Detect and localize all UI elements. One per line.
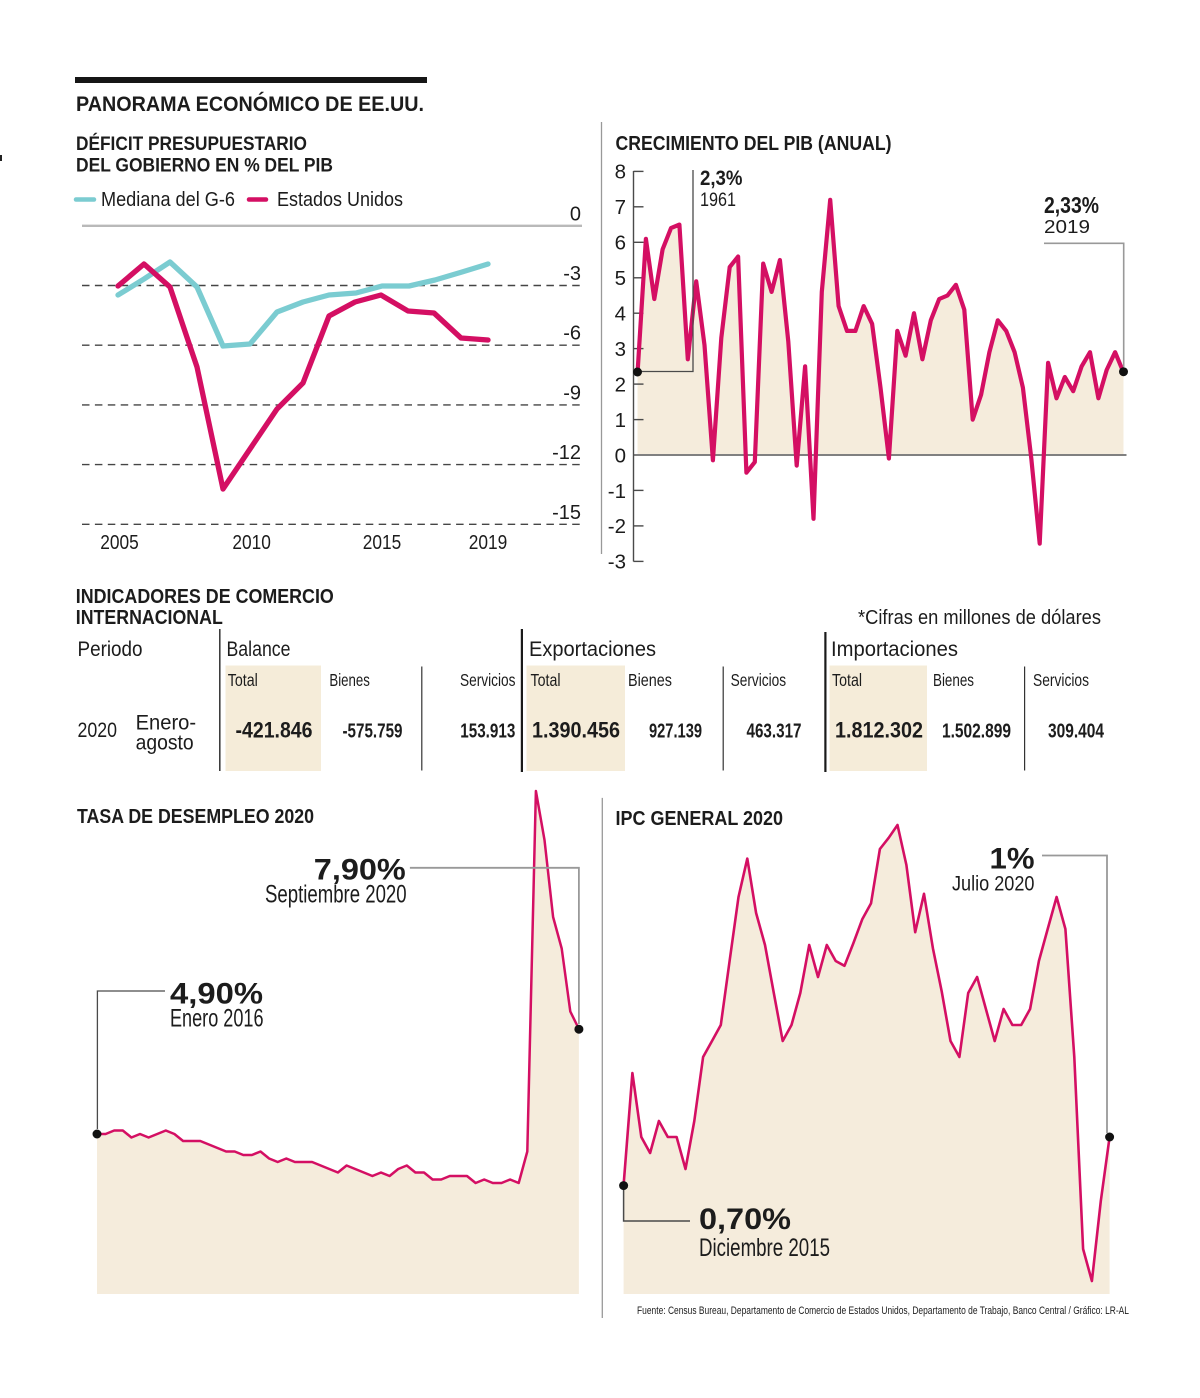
svg-text:4: 4 — [615, 303, 626, 326]
svg-text:Enero 2016: Enero 2016 — [170, 1005, 264, 1033]
svg-text:IPC GENERAL 2020: IPC GENERAL 2020 — [616, 808, 784, 830]
svg-text:2010: 2010 — [232, 532, 271, 554]
svg-text:1961: 1961 — [700, 190, 736, 211]
svg-text:1.390.456: 1.390.456 — [532, 718, 620, 743]
svg-text:0: 0 — [615, 444, 626, 467]
svg-text:Balance: Balance — [227, 638, 291, 661]
svg-text:Periodo: Periodo — [78, 638, 143, 661]
svg-text:-3: -3 — [563, 263, 581, 285]
svg-text:Diciembre 2015: Diciembre 2015 — [699, 1234, 830, 1262]
svg-text:CRECIMIENTO DEL PIB (ANUAL): CRECIMIENTO DEL PIB (ANUAL) — [616, 132, 892, 155]
svg-text:2020: 2020 — [78, 719, 118, 742]
svg-text:TASA DE DESEMPLEO 2020: TASA DE DESEMPLEO 2020 — [77, 806, 314, 828]
svg-text:7: 7 — [615, 196, 626, 219]
svg-text:2,3%: 2,3% — [700, 166, 743, 190]
svg-text:PANORAMA ECONÓMICO DE EE.UU.: PANORAMA ECONÓMICO DE EE.UU. — [76, 92, 424, 116]
svg-text:0: 0 — [570, 203, 581, 225]
svg-text:-6: -6 — [563, 323, 581, 345]
svg-text:1.502.899: 1.502.899 — [942, 721, 1011, 743]
svg-text:Total: Total — [531, 670, 561, 690]
svg-text:2019: 2019 — [1044, 216, 1090, 237]
svg-text:2019: 2019 — [469, 532, 508, 554]
svg-text:Servicios: Servicios — [1033, 670, 1089, 690]
svg-text:-12: -12 — [552, 442, 581, 464]
svg-text:Importaciones: Importaciones — [831, 638, 958, 661]
svg-text:2: 2 — [615, 373, 626, 396]
svg-text:-9: -9 — [563, 382, 581, 404]
svg-text:2015: 2015 — [363, 532, 402, 554]
svg-text:0,70%: 0,70% — [699, 1203, 791, 1236]
svg-text:6: 6 — [615, 232, 626, 255]
svg-text:Servicios: Servicios — [460, 670, 516, 690]
svg-text:Total: Total — [832, 670, 862, 690]
svg-text:Estados Unidos: Estados Unidos — [277, 189, 403, 211]
svg-text:Fuente: Census Bureau, Departa: Fuente: Census Bureau, Departamento de C… — [637, 1305, 1129, 1317]
svg-text:-421.846: -421.846 — [236, 718, 313, 743]
svg-text:Bienes: Bienes — [628, 670, 672, 690]
svg-text:Bienes: Bienes — [329, 670, 370, 690]
svg-text:Servicios: Servicios — [731, 670, 787, 690]
svg-text:agosto: agosto — [136, 732, 194, 755]
svg-text:-2: -2 — [608, 515, 626, 538]
svg-text:-575.759: -575.759 — [343, 721, 403, 743]
svg-text:Total: Total — [228, 670, 258, 690]
svg-text:3: 3 — [615, 338, 626, 361]
svg-text:-3: -3 — [608, 551, 626, 574]
svg-text:8: 8 — [615, 161, 626, 184]
svg-text:*Cifras en millones de dólares: *Cifras en millones de dólares — [858, 607, 1101, 629]
svg-text:5: 5 — [615, 267, 626, 290]
svg-text:2,33%: 2,33% — [1044, 192, 1099, 218]
svg-text:Mediana del G-6: Mediana del G-6 — [101, 189, 235, 211]
svg-text:Enero-: Enero- — [136, 712, 197, 735]
svg-text:INDICADORES DE COMERCIO: INDICADORES DE COMERCIO — [76, 586, 334, 608]
svg-text:2005: 2005 — [100, 532, 139, 554]
svg-text:INTERNACIONAL: INTERNACIONAL — [76, 607, 223, 629]
svg-text:927.139: 927.139 — [649, 721, 702, 743]
svg-text:Julio 2020: Julio 2020 — [952, 871, 1035, 895]
svg-text:4,90%: 4,90% — [170, 977, 263, 1010]
svg-text:309.404: 309.404 — [1048, 721, 1105, 743]
svg-text:-15: -15 — [552, 502, 581, 524]
svg-text:-1: -1 — [608, 480, 626, 503]
svg-text:Exportaciones: Exportaciones — [529, 638, 656, 661]
svg-text:Bienes: Bienes — [933, 670, 974, 690]
svg-text:Septiembre 2020: Septiembre 2020 — [265, 881, 407, 909]
svg-text:7,90%: 7,90% — [314, 853, 406, 886]
svg-text:463.317: 463.317 — [747, 721, 802, 743]
svg-text:1.812.302: 1.812.302 — [835, 718, 923, 743]
svg-text:DÉFICIT PRESUPUESTARIO: DÉFICIT PRESUPUESTARIO — [76, 132, 307, 155]
svg-text:153.913: 153.913 — [460, 721, 515, 743]
svg-text:DEL GOBIERNO EN % DEL PIB: DEL GOBIERNO EN % DEL PIB — [76, 155, 333, 177]
svg-text:1: 1 — [615, 409, 626, 432]
svg-text:1%: 1% — [990, 842, 1035, 875]
